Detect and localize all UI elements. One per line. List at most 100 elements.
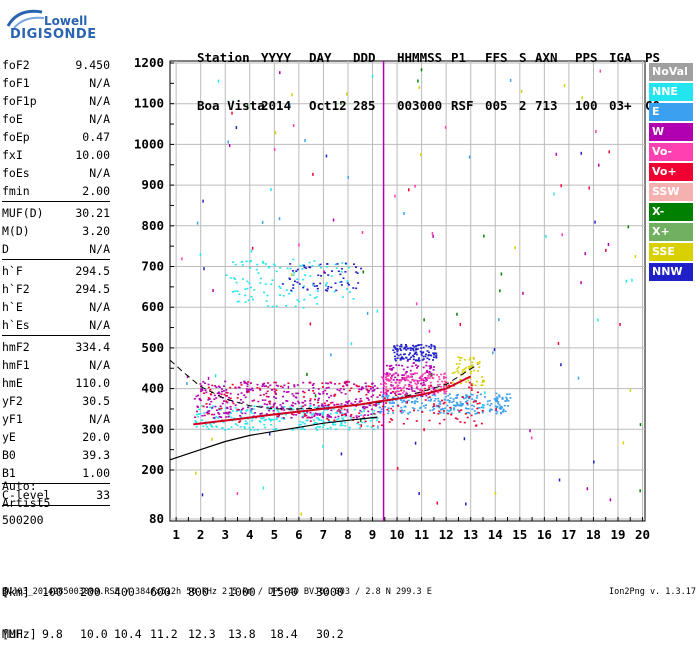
trace-point-vo- bbox=[431, 386, 434, 389]
trace-point-nne bbox=[334, 263, 337, 266]
trace-point-nnw bbox=[407, 358, 410, 361]
trace-point-vo- bbox=[384, 376, 387, 379]
trace-point-vo- bbox=[385, 389, 388, 392]
trace-point-w bbox=[373, 385, 376, 387]
trace-point-nne bbox=[277, 411, 280, 413]
trace-point-vo- bbox=[458, 410, 461, 412]
param-name: hmF1 bbox=[2, 358, 30, 372]
noise-point bbox=[291, 273, 293, 277]
x-tick-label: 18 bbox=[586, 527, 601, 542]
noise-point bbox=[483, 234, 485, 238]
trace-point-w bbox=[425, 361, 428, 364]
trace-point-nne bbox=[239, 426, 242, 428]
trace-point-w bbox=[201, 388, 204, 390]
noise-point bbox=[211, 437, 213, 441]
trace-point-nnw bbox=[414, 345, 417, 348]
trace-point-w bbox=[340, 391, 343, 394]
trace-point-sse bbox=[480, 384, 483, 386]
trace-point-e bbox=[448, 401, 451, 404]
dmuf-cell: 13.8 bbox=[228, 627, 256, 641]
trace-point-vo- bbox=[316, 401, 319, 404]
legend-item-nne: NNE bbox=[649, 83, 693, 101]
trace-point-w bbox=[225, 389, 228, 391]
trace-point-nne bbox=[303, 428, 306, 431]
noise-point bbox=[557, 341, 560, 345]
y-tick-label: 400 bbox=[141, 381, 164, 396]
trace-point-nnw bbox=[357, 282, 360, 284]
trace-point-nne bbox=[372, 417, 375, 420]
trace-point-vo- bbox=[302, 396, 305, 398]
autoscaling-info: Auto: Artist5 500200 bbox=[2, 478, 50, 529]
trace-point-w bbox=[422, 381, 425, 384]
trace-point-nne bbox=[346, 280, 349, 282]
trace-point-nne bbox=[301, 268, 304, 270]
trace-point-w bbox=[396, 378, 399, 381]
trace-point-w bbox=[291, 393, 294, 395]
trace-point-w bbox=[346, 402, 349, 405]
trace-point-nne bbox=[272, 263, 275, 266]
trace-point-e bbox=[405, 402, 408, 404]
trace-point-w bbox=[259, 394, 262, 397]
trace-point-vo- bbox=[389, 388, 392, 390]
trace-point-w bbox=[385, 373, 388, 376]
noise-point bbox=[629, 388, 632, 392]
trace-point-nne bbox=[332, 408, 335, 410]
trace-point-w bbox=[218, 392, 221, 395]
x-tick-label: 17 bbox=[561, 527, 576, 542]
trace-point-vo- bbox=[398, 379, 401, 381]
x-tick-label: 15 bbox=[512, 527, 527, 542]
trace-point-nnw bbox=[416, 344, 419, 347]
noise-point bbox=[350, 342, 353, 346]
trace-point-vo- bbox=[393, 373, 396, 375]
trace-point-nne bbox=[325, 282, 328, 284]
trace-point-nnw bbox=[416, 359, 419, 362]
trace-point-vo- bbox=[390, 376, 393, 379]
trace-point-nne bbox=[271, 279, 274, 281]
trace-point-vo- bbox=[384, 388, 387, 391]
trace-point-nne bbox=[372, 412, 375, 415]
trace-point-w bbox=[393, 388, 396, 390]
trace-point-nne bbox=[316, 406, 319, 409]
trace-point-w bbox=[295, 413, 298, 416]
trace-point-nnw bbox=[416, 348, 419, 350]
trace-point-nnw bbox=[308, 266, 311, 268]
trace-point-vo- bbox=[397, 405, 400, 407]
trace-point-w bbox=[283, 384, 286, 387]
trace-point-vo- bbox=[369, 385, 372, 388]
trace-point-vo- bbox=[309, 420, 312, 422]
trace-point-sse bbox=[472, 358, 475, 360]
trace-point-w bbox=[286, 400, 289, 402]
trace-point-w bbox=[391, 368, 394, 371]
trace-point-e bbox=[388, 401, 391, 403]
trace-point-w bbox=[257, 400, 260, 403]
trace-point-nne bbox=[363, 418, 366, 421]
distance-muf-table: D 100 200 400 600 800 1000 1500 3000 [km] MUF 9.8 1… bbox=[2, 557, 344, 655]
trace-point-w bbox=[361, 386, 364, 388]
trace-point-w bbox=[367, 391, 370, 394]
trace-point-nnw bbox=[346, 282, 349, 284]
trace-point-vo- bbox=[314, 398, 317, 401]
trace-point-w bbox=[408, 383, 411, 386]
trace-point-nnw bbox=[319, 282, 322, 285]
trace-point-nnw bbox=[421, 359, 424, 361]
trace-point-nnw bbox=[393, 345, 396, 347]
trace-point-sse bbox=[476, 380, 479, 383]
auto-code: 500200 bbox=[2, 513, 44, 527]
trace-point-nne bbox=[321, 413, 324, 416]
trace-point-nnw bbox=[319, 263, 322, 266]
trace-point-nnw bbox=[433, 345, 436, 347]
trace-point-vo- bbox=[262, 393, 265, 396]
trace-point-w bbox=[200, 385, 203, 387]
trace-point-w bbox=[202, 380, 205, 383]
trace-point-nne bbox=[332, 423, 335, 426]
trace-point-e bbox=[424, 407, 427, 409]
param-row: M(D) 3.20 bbox=[2, 222, 110, 240]
trace-point-nnw bbox=[434, 346, 437, 348]
trace-point-e bbox=[490, 402, 493, 405]
trace-point-vo- bbox=[366, 389, 369, 391]
trace-point-nnw bbox=[413, 346, 416, 348]
trace-point-nne bbox=[340, 421, 343, 424]
param-name: fmin bbox=[2, 184, 30, 198]
trace-point-w bbox=[213, 413, 216, 416]
trace-point-nne bbox=[248, 260, 251, 263]
